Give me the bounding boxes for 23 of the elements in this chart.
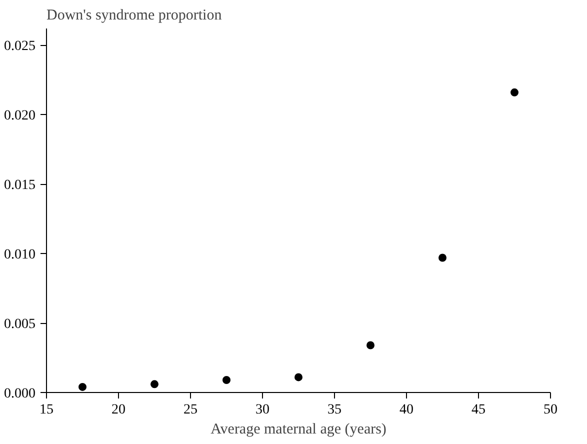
point xyxy=(294,373,302,382)
x-tick-label: 40 xyxy=(400,402,414,418)
x-tick-label: 30 xyxy=(256,402,270,418)
point xyxy=(222,376,230,384)
y-axis-title: Down's syndrome proportion xyxy=(46,8,222,24)
y-tick-label: 0.005 xyxy=(4,317,36,332)
y-tick-label: 0.015 xyxy=(4,178,36,194)
x-tick-label: 50 xyxy=(544,402,558,418)
y-tick-label: 0.020 xyxy=(4,108,36,124)
y-tick-label: 0.010 xyxy=(4,248,36,263)
point xyxy=(510,88,518,96)
x-tick-label: 45 xyxy=(472,402,486,418)
x-tick-label: 25 xyxy=(184,402,198,418)
y-tick-label: 0.025 xyxy=(4,39,36,54)
x-axis-title: Average maternal age (years) xyxy=(210,422,386,438)
y-tick-label: 0.000 xyxy=(4,386,36,402)
point xyxy=(150,380,158,388)
point xyxy=(438,254,446,262)
point xyxy=(366,341,374,350)
x-tick-label: 15 xyxy=(40,402,54,418)
x-tick-label: 20 xyxy=(112,402,126,418)
point xyxy=(78,382,86,391)
x-tick-label: 35 xyxy=(328,402,342,418)
